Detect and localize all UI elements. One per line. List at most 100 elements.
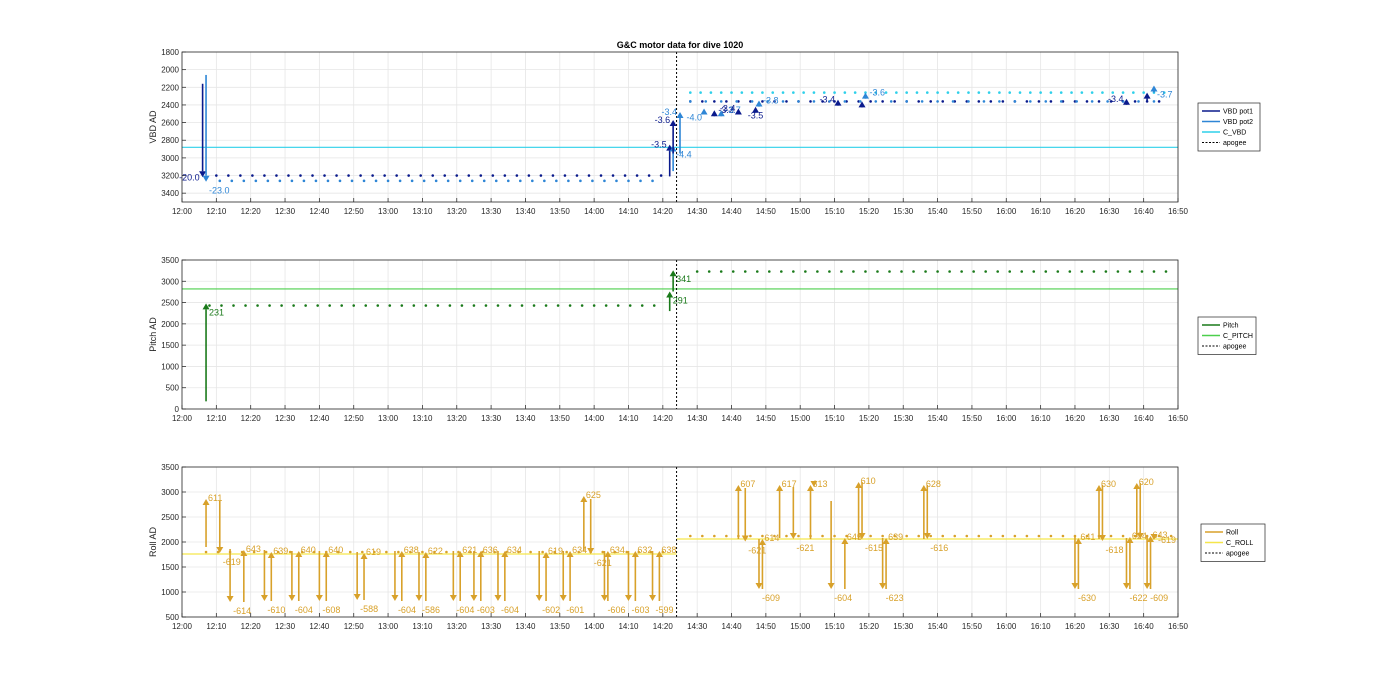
- data-label: -23.0: [209, 186, 230, 196]
- y-axis-label: Pitch AD: [148, 317, 158, 352]
- data-point: [482, 179, 486, 183]
- data-arrow-head: [542, 552, 550, 558]
- data-point: [424, 304, 428, 307]
- x-tick-label: 14:00: [584, 207, 605, 216]
- x-tick-label: 15:50: [962, 207, 983, 216]
- data-label: 614: [764, 533, 779, 543]
- data-arrow-head: [655, 551, 663, 557]
- data-point: [543, 179, 546, 183]
- data-point: [709, 91, 713, 94]
- x-tick-label: 16:10: [1031, 622, 1052, 631]
- data-point: [953, 534, 957, 538]
- x-tick-label: 13:30: [481, 622, 502, 631]
- data-point: [929, 534, 933, 538]
- data-point: [604, 304, 608, 307]
- data-point: [254, 179, 258, 183]
- data-point: [479, 174, 483, 177]
- data-point: [348, 550, 352, 554]
- data-point: [920, 100, 924, 103]
- data-point: [719, 91, 723, 94]
- x-tick-label: 16:00: [996, 207, 1017, 216]
- data-point: [623, 174, 627, 177]
- data-point: [951, 100, 955, 103]
- data-point: [936, 91, 939, 94]
- x-tick-label: 14:30: [687, 622, 708, 631]
- data-label: -3.2: [718, 105, 734, 115]
- data-point: [1101, 91, 1104, 94]
- legend-label: apogee: [1226, 551, 1249, 558]
- data-point: [785, 100, 788, 103]
- data-arrow-head: [360, 553, 368, 559]
- data-point: [517, 550, 520, 554]
- data-point: [1032, 270, 1036, 273]
- x-tick-label: 14:50: [756, 414, 777, 423]
- data-point: [1164, 270, 1168, 273]
- data-point: [889, 100, 893, 103]
- data-point: [505, 550, 508, 554]
- y-axis-label: Roll AD: [148, 526, 158, 557]
- data-point: [347, 174, 350, 177]
- data-point: [299, 174, 302, 177]
- y-tick-label: 1000: [161, 588, 179, 597]
- data-point: [773, 534, 776, 538]
- data-point: [288, 550, 292, 554]
- x-tick-label: 12:20: [241, 414, 262, 423]
- x-tick-label: 13:50: [550, 622, 571, 631]
- data-point: [491, 174, 495, 177]
- data-point: [1020, 270, 1024, 273]
- data-arrow-head: [810, 481, 818, 487]
- data-point: [467, 174, 471, 177]
- x-tick-label: 14:10: [618, 622, 639, 631]
- data-point: [220, 304, 223, 307]
- data-point: [216, 550, 220, 554]
- axes-frame: [181, 259, 1179, 410]
- data-point: [1157, 534, 1161, 538]
- data-arrow-head: [879, 583, 887, 589]
- data-point: [1104, 270, 1108, 273]
- data-point: [446, 179, 450, 183]
- data-arrow-head: [202, 175, 210, 182]
- data-point: [792, 270, 795, 273]
- data-point: [1037, 534, 1041, 538]
- data-label: -606: [607, 605, 625, 615]
- data-point: [719, 100, 723, 103]
- data-point: [1085, 100, 1089, 103]
- data-arrow-head: [240, 550, 248, 556]
- data-arrow-head: [676, 112, 684, 118]
- data-point: [242, 179, 246, 183]
- data-point: [433, 550, 436, 554]
- data-point: [1140, 270, 1144, 273]
- data-point: [1142, 91, 1145, 94]
- data-point: [812, 91, 816, 94]
- data-point: [361, 550, 364, 554]
- data-point: [936, 270, 939, 273]
- data-arrow-head: [624, 595, 632, 601]
- y-tick-label: 3400: [161, 189, 179, 198]
- x-tick-label: 13:20: [447, 622, 468, 631]
- data-point: [833, 91, 836, 94]
- x-tick-label: 15:10: [825, 207, 846, 216]
- data-label: -621: [594, 558, 612, 568]
- y-tick-label: 2800: [161, 136, 179, 145]
- data-point: [977, 534, 981, 538]
- data-arrow-head: [477, 551, 485, 557]
- x-tick-label: 14:30: [687, 414, 708, 423]
- x-tick-label: 15:00: [790, 207, 811, 216]
- y-tick-label: 3000: [161, 488, 179, 497]
- legend-box: [1200, 523, 1266, 562]
- data-point: [613, 550, 617, 554]
- data-point: [555, 179, 558, 183]
- x-tick-label: 13:40: [515, 622, 536, 631]
- data-arrow-head: [758, 539, 766, 545]
- data-arrow-head: [353, 594, 361, 600]
- data-point: [816, 270, 819, 273]
- data-label: 611: [208, 493, 222, 503]
- data-point: [515, 174, 519, 177]
- data-point: [280, 304, 283, 307]
- data-point: [1092, 270, 1096, 273]
- data-label: 620: [1139, 477, 1154, 487]
- data-label: -3.4: [819, 95, 835, 105]
- data-point: [956, 91, 960, 94]
- data-point: [792, 91, 795, 94]
- data-point: [749, 534, 752, 538]
